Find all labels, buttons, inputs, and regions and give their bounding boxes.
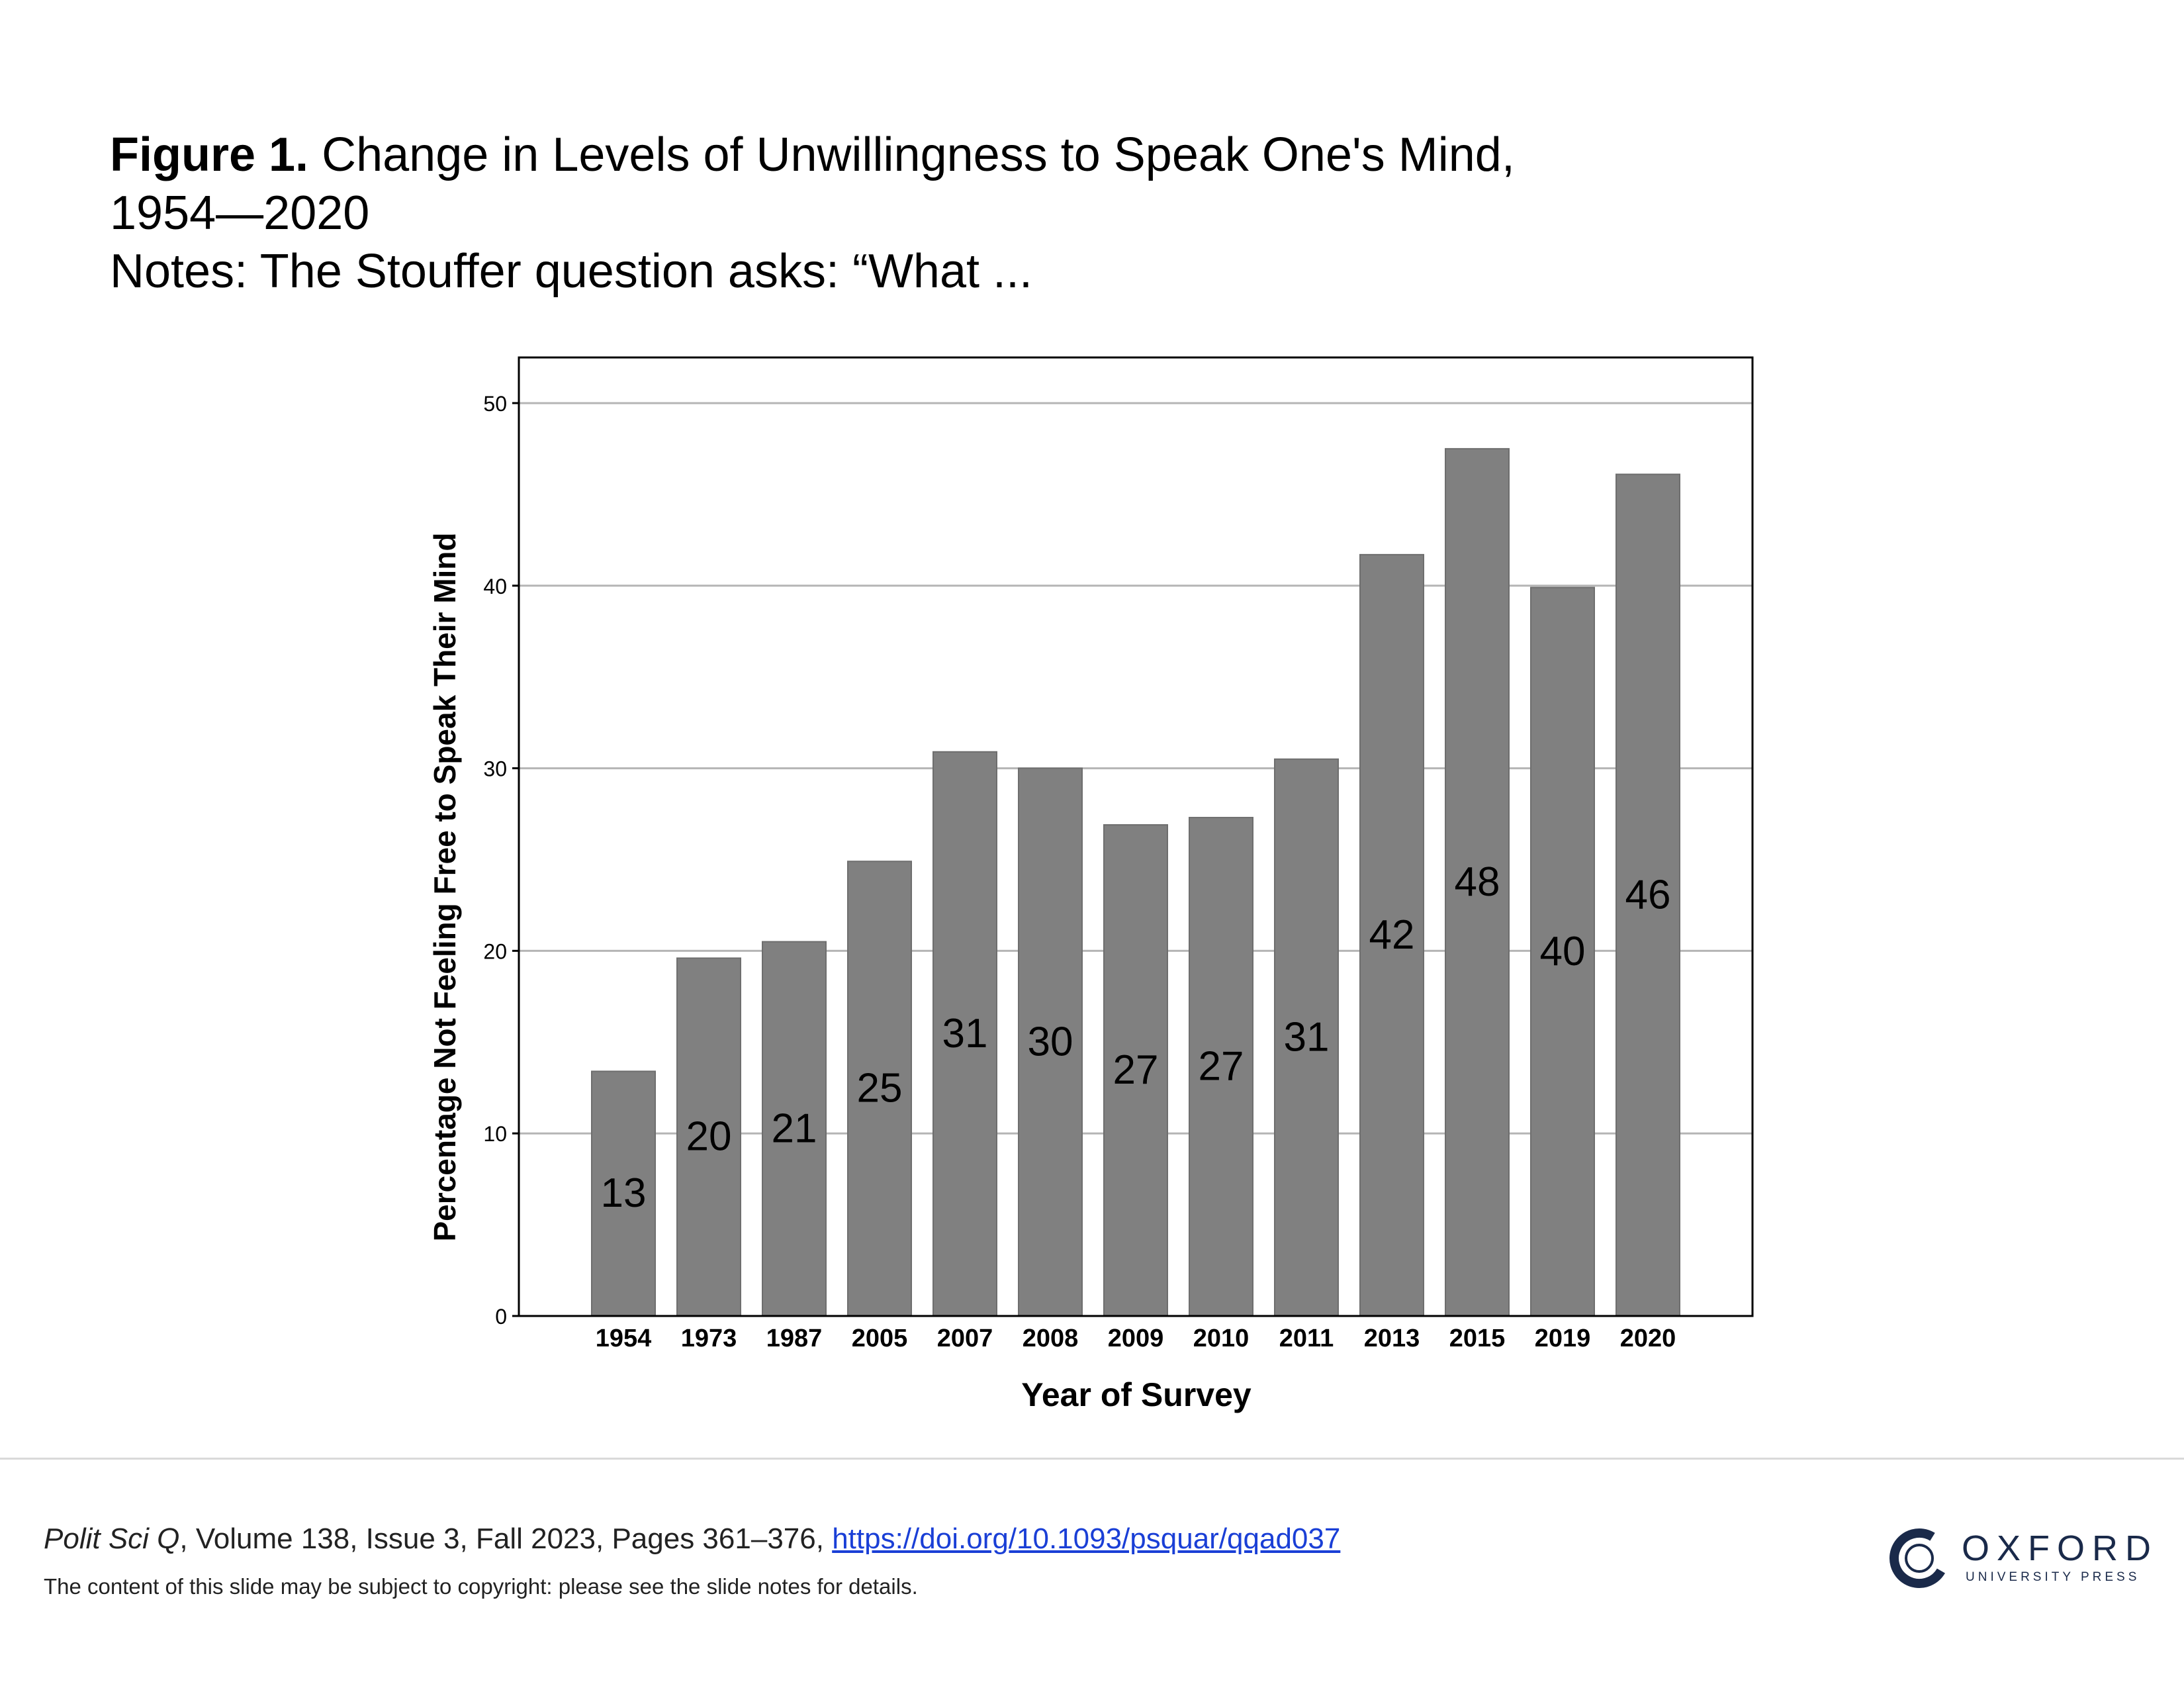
- citation-details: , Volume 138, Issue 3, Fall 2023, Pages …: [179, 1523, 833, 1555]
- y-axis-title: Percentage Not Feeling Free to Speak The…: [428, 532, 462, 1241]
- publisher-subtitle: UNIVERSITY PRESS: [1966, 1570, 2140, 1584]
- journal-name: Polit Sci Q: [44, 1523, 180, 1555]
- x-tick-label: 2009: [1108, 1325, 1164, 1352]
- bar: [676, 957, 741, 1317]
- x-tick-label: 2011: [1279, 1325, 1334, 1352]
- oxford-seal-icon: [1889, 1528, 1949, 1588]
- oxford-logo: OXFORD UNIVERSITY PRESS: [1888, 1526, 2151, 1590]
- data-label: 13: [601, 1170, 647, 1216]
- y-axis-ticks: 0 10 20 30 40 50: [483, 392, 519, 1329]
- data-label: 27: [1199, 1044, 1244, 1090]
- y-tick-label: 30: [483, 757, 507, 781]
- bar: [762, 941, 827, 1317]
- data-label: 48: [1455, 859, 1500, 905]
- footer-divider: [0, 1458, 2184, 1460]
- x-tick-label: 2020: [1620, 1325, 1676, 1352]
- y-tick-label: 10: [483, 1122, 507, 1146]
- caption-title-line1: Figure 1. Change in Levels of Unwillingn…: [110, 126, 1831, 184]
- data-label: 42: [1369, 912, 1415, 958]
- figure-caption: Figure 1. Change in Levels of Unwillingn…: [110, 126, 1831, 301]
- data-label: 25: [857, 1066, 903, 1111]
- data-label: 40: [1540, 929, 1586, 974]
- publisher-wordmark: OXFORD: [1962, 1528, 2159, 1568]
- data-label: 20: [686, 1114, 732, 1160]
- data-label: 31: [1284, 1014, 1330, 1060]
- bar: [1103, 824, 1168, 1317]
- caption-notes: Notes: The Stouffer question asks: “What…: [110, 245, 1033, 298]
- bar: [1274, 758, 1339, 1317]
- bar: [1189, 817, 1253, 1317]
- x-tick-label: 2015: [1449, 1325, 1506, 1352]
- bar-chart: 13 20 21 25 31 30 27 27 31 42 48 40 46 0 10 20 30 40 50 1…: [428, 356, 1754, 1413]
- x-tick-label: 2013: [1364, 1325, 1420, 1352]
- x-tick-label: 2019: [1535, 1325, 1591, 1352]
- data-label: 30: [1028, 1019, 1073, 1064]
- x-axis-title: Year of Survey: [1021, 1376, 1251, 1413]
- copyright-note: The content of this slide may be subject…: [44, 1574, 918, 1599]
- bar: [591, 1070, 656, 1317]
- x-tick-label: 2008: [1023, 1325, 1079, 1352]
- x-tick-label: 1987: [766, 1325, 823, 1352]
- doi-link[interactable]: https://doi.org/10.1093/psquar/qqad037: [832, 1523, 1341, 1555]
- x-axis-ticks: 1954 1973 1987 2005 2007 2008 2009 2010 2011 2013…: [596, 1325, 1676, 1352]
- caption-title-line2: 1954—2020: [110, 187, 370, 240]
- y-tick-label: 50: [483, 392, 507, 416]
- bar: [1530, 586, 1595, 1317]
- data-label: 21: [772, 1105, 817, 1151]
- bar: [933, 751, 997, 1317]
- figure-label: Figure 1.: [110, 128, 309, 181]
- bars: [591, 447, 1680, 1317]
- bar: [847, 861, 912, 1317]
- y-tick-label: 40: [483, 575, 507, 598]
- x-tick-label: 1954: [596, 1325, 652, 1352]
- plot-frame: [518, 356, 1754, 1317]
- x-tick-label: 1973: [681, 1325, 737, 1352]
- x-tick-label: 2005: [852, 1325, 908, 1352]
- data-label: 31: [942, 1011, 988, 1056]
- data-labels: 13 20 21 25 31 30 27 27 31 42 48 40 46: [601, 859, 1671, 1216]
- x-tick-label: 2007: [937, 1325, 993, 1352]
- y-tick-label: 0: [495, 1305, 507, 1329]
- bar: [1445, 447, 1510, 1317]
- figure-title: Change in Levels of Unwillingness to Spe…: [322, 128, 1515, 181]
- bar: [1615, 473, 1680, 1317]
- x-tick-label: 2010: [1193, 1325, 1250, 1352]
- bar: [1018, 767, 1083, 1317]
- data-label: 46: [1625, 872, 1671, 917]
- citation: Polit Sci Q, Volume 138, Issue 3, Fall 2…: [44, 1521, 1340, 1557]
- y-tick-label: 20: [483, 939, 507, 963]
- data-label: 27: [1113, 1047, 1159, 1093]
